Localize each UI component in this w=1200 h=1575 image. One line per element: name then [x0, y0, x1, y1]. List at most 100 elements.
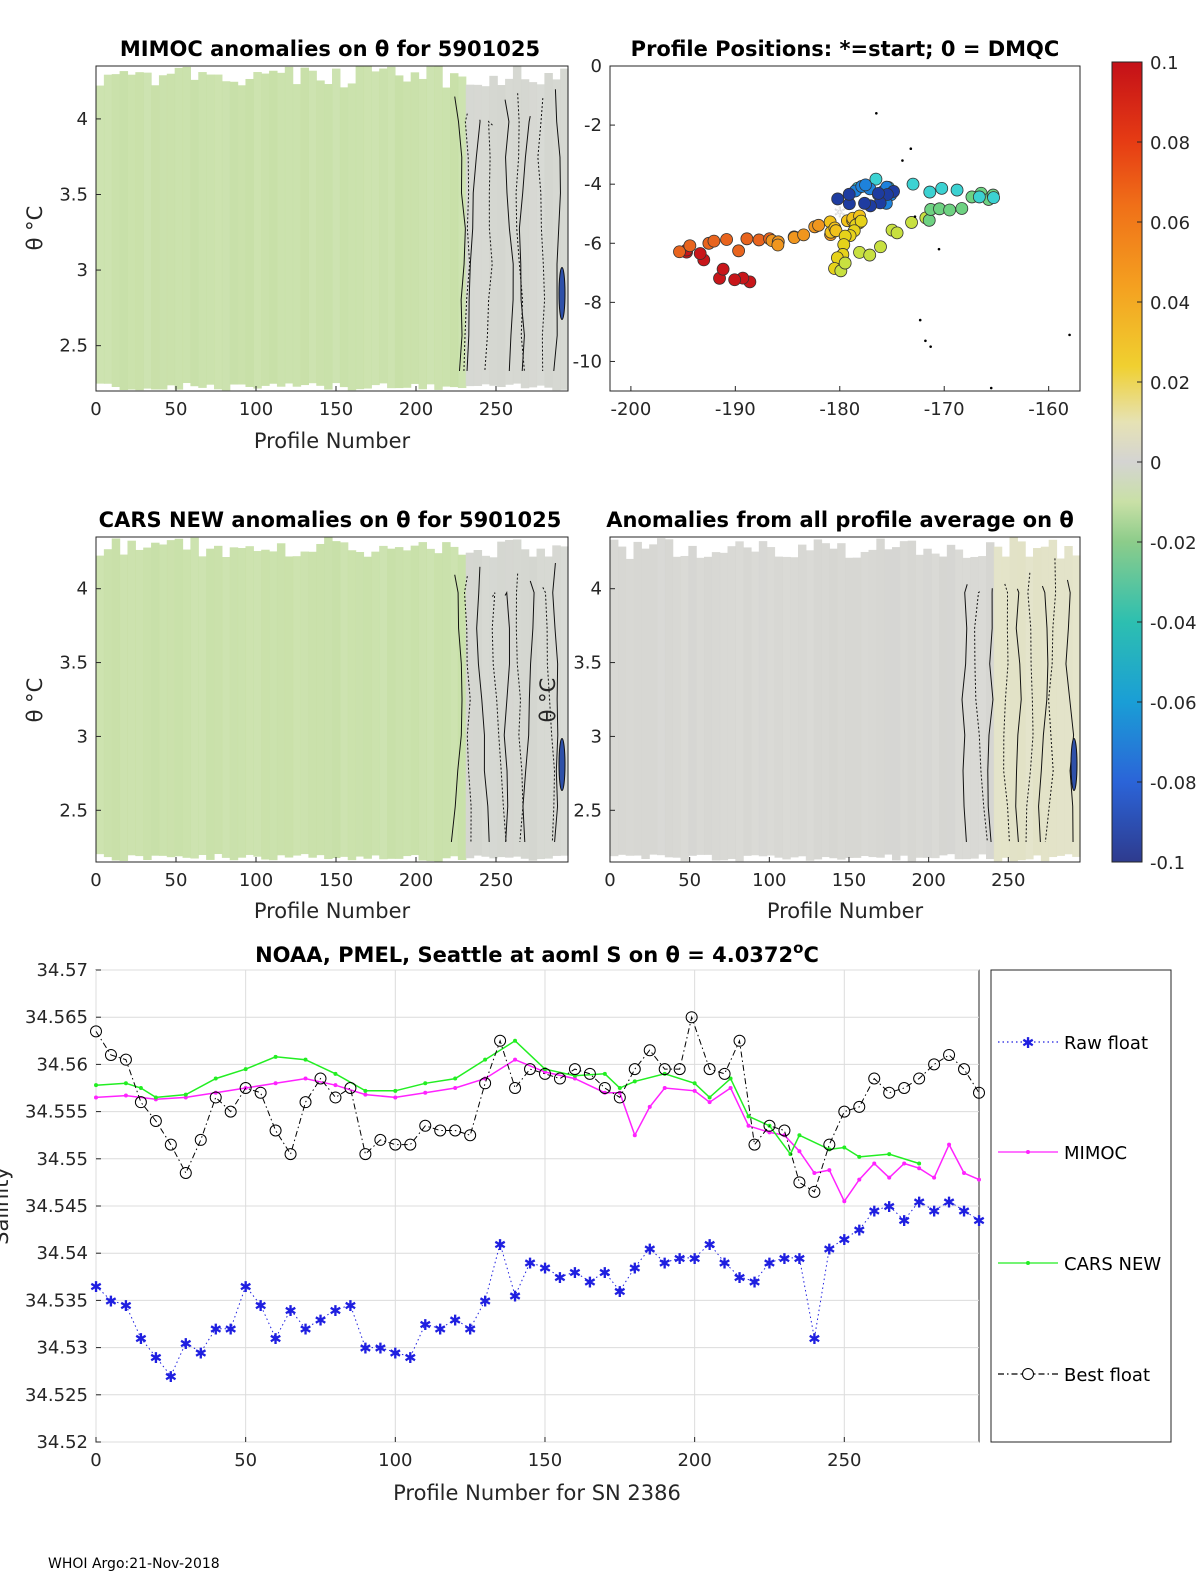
legend-marker: [1022, 1368, 1034, 1380]
positions-axes-box: [609, 65, 1081, 392]
cars-heat-cell: [214, 545, 223, 855]
best-float-point: [868, 1072, 881, 1085]
profile-position-marker: [842, 187, 856, 201]
profile-position-marker: [923, 185, 937, 199]
sal-ytick-label: 34.53: [36, 1338, 88, 1359]
series-point-2: [303, 1057, 308, 1062]
best-float-point: [553, 1072, 566, 1085]
allavg-contour: [974, 591, 988, 843]
cars-heat-cell: [512, 539, 522, 857]
allavg-heat-cell: [884, 549, 893, 855]
profile-position-marker: [869, 172, 883, 186]
best-float-point: [359, 1148, 372, 1161]
best-float-point: [703, 1063, 716, 1076]
cars-heat-cell: [402, 550, 412, 857]
mimoc-heat-cell: [457, 76, 467, 389]
series-point-1: [542, 1069, 547, 1074]
series-point-2: [746, 1114, 751, 1119]
cars-heat-cell: [536, 548, 545, 860]
mimoc-contour: [518, 116, 531, 372]
best-float-point: [598, 1082, 611, 1094]
series-point-1: [812, 1170, 817, 1175]
raw-float-point: ✱: [524, 1255, 537, 1273]
cars-heat-cell: [332, 541, 341, 859]
mimoc-heat-cell: [387, 66, 396, 389]
colorbar-tick-label: -0.1: [1150, 853, 1185, 874]
series-point-1: [662, 1086, 667, 1090]
allavg-low-anomaly: [1070, 738, 1078, 791]
best-float-point: [958, 1063, 971, 1076]
raw-float-point: ✱: [224, 1321, 237, 1339]
pos-xtick-label: -170: [924, 399, 965, 420]
mimoc-heat-cell: [426, 66, 435, 385]
salinity-title-sup: o: [793, 939, 803, 957]
cars-heat-cell: [442, 542, 451, 859]
salinity-grid: [95, 969, 979, 1443]
raw-float-point: ✱: [778, 1250, 791, 1268]
cars-heat-cell: [450, 546, 459, 857]
cars-heat-cell: [206, 548, 215, 860]
best-float-point: [943, 1048, 956, 1061]
sal-ytick-label: 34.535: [25, 1290, 88, 1311]
allavg-heat-cell: [688, 545, 697, 856]
series-point-2: [692, 1081, 697, 1086]
best-float-point: [419, 1119, 432, 1132]
series-point-2: [788, 1152, 793, 1157]
mimoc-y-ticks: 2.5 3 3.5 4: [59, 109, 101, 357]
profile-position-marker: [740, 232, 754, 246]
mimoc-heat-cell: [552, 79, 561, 391]
allavg-heat-cell: [837, 543, 846, 860]
best-float-point: [643, 1044, 656, 1057]
salinity-title-main: NOAA, PMEL, Seattle at aoml S on θ = 4.0…: [255, 943, 793, 967]
cars-heat-cell: [237, 548, 247, 858]
series-point-1: [213, 1090, 218, 1095]
best-float-point: [119, 1053, 132, 1066]
cars-heat-cell: [560, 546, 569, 856]
mimoc-heat-cell: [402, 81, 412, 388]
mimoc-contour: [537, 98, 546, 372]
cars-heat-cell: [363, 556, 372, 859]
mimoc-contour: [454, 96, 466, 372]
raw-float-point: ✱: [853, 1222, 866, 1240]
best-float-point: [389, 1138, 402, 1151]
positions-track: *: [673, 111, 1071, 390]
best-float-point: [685, 1011, 698, 1024]
cars-heat-cell: [528, 556, 538, 861]
cars-heat-cell: [300, 551, 309, 855]
cars-ylabel: θ °C: [23, 678, 47, 723]
allavg-contour: [1015, 588, 1022, 843]
allavg-heat-cell: [735, 541, 744, 862]
mimoc-contour: [484, 120, 493, 372]
best-float-point: [494, 1034, 507, 1047]
pos-ytick-label: -6: [584, 233, 602, 254]
cars-heat-cell: [221, 557, 231, 858]
allavg-xtick-label: 100: [752, 870, 786, 891]
raw-float-point: ✱: [539, 1259, 552, 1277]
cars-ytick-label: 3.5: [59, 653, 88, 674]
sal-ytick-label: 34.57: [36, 960, 88, 981]
sal-xtick-label: 200: [677, 1450, 711, 1471]
cars-heat-cell: [371, 551, 380, 856]
mimoc-heat-cell: [410, 72, 420, 384]
allavg-xtick-label: 50: [678, 870, 701, 891]
best-float-point: [434, 1124, 447, 1137]
raw-float-point: ✱: [479, 1292, 492, 1310]
mimoc-contour: [515, 93, 525, 372]
cars-heat-cell: [284, 556, 294, 858]
profile-position-marker: [950, 183, 964, 197]
legend-marker: [1026, 1261, 1030, 1265]
series-point-1: [632, 1133, 637, 1138]
mimoc-contour: [504, 99, 514, 372]
cars-heat-cell: [339, 542, 349, 857]
series-point-2: [827, 1147, 832, 1152]
cars-heat-cell: [355, 551, 365, 857]
mimoc-x-ticks: 0 50 100 150 200 250: [90, 386, 513, 420]
sal-ytick-label: 34.545: [25, 1196, 88, 1217]
best-float-point: [329, 1091, 342, 1104]
best-float-point: [628, 1063, 641, 1076]
mimoc-title: MIMOC anomalies on θ for 5901025: [120, 37, 540, 61]
cars-heat-cell: [182, 549, 191, 858]
allavg-panel: Anomalies from all profile average on θ …: [536, 508, 1081, 923]
best-float-point: [134, 1096, 147, 1109]
